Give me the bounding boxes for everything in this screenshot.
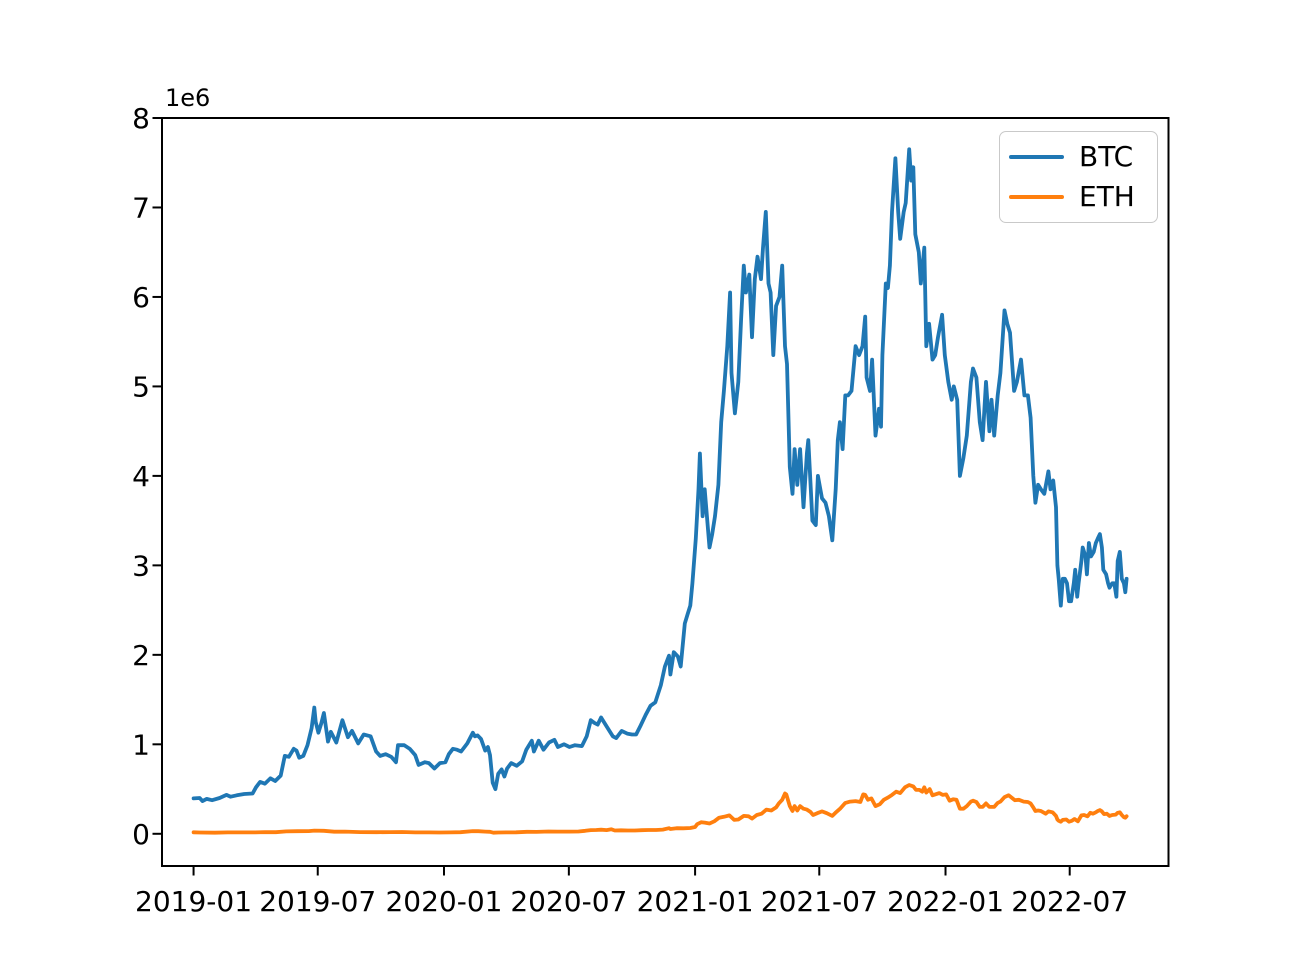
y-tick-label: 0	[132, 818, 150, 851]
y-tick-label: 8	[132, 102, 150, 135]
x-tick-label: 2020-01	[385, 885, 502, 918]
legend-label-btc: BTC	[1079, 140, 1134, 174]
legend-label-eth: ETH	[1079, 179, 1135, 213]
legend-item-eth: ETH	[1009, 179, 1157, 213]
x-tick-label: 2019-07	[259, 885, 376, 918]
x-tick-label: 2020-07	[510, 885, 627, 918]
x-tick-label: 2021-01	[637, 885, 754, 918]
legend: BTC ETH	[999, 131, 1158, 223]
legend-item-btc: BTC	[1009, 143, 1157, 171]
x-tick-label: 2022-07	[1011, 885, 1128, 918]
y-axis-offset-label: 1e6	[165, 84, 211, 112]
y-tick-label: 2	[132, 639, 150, 672]
eth-line-swatch	[1009, 194, 1064, 199]
y-tick-label: 4	[132, 460, 150, 493]
y-tick-label: 3	[132, 549, 150, 582]
x-tick-label: 2021-07	[761, 885, 878, 918]
y-tick-label: 1	[132, 728, 150, 761]
y-tick-label: 5	[132, 370, 150, 403]
x-tick-label: 2019-01	[135, 885, 252, 918]
plot-frame	[161, 117, 1170, 867]
eth-series-line	[191, 783, 1129, 835]
y-tick-label: 6	[132, 281, 150, 314]
y-tick-label: 7	[132, 191, 150, 224]
x-tick-label: 2022-01	[887, 885, 1004, 918]
btc-series-line	[191, 147, 1129, 803]
btc-line-swatch	[1009, 155, 1064, 160]
